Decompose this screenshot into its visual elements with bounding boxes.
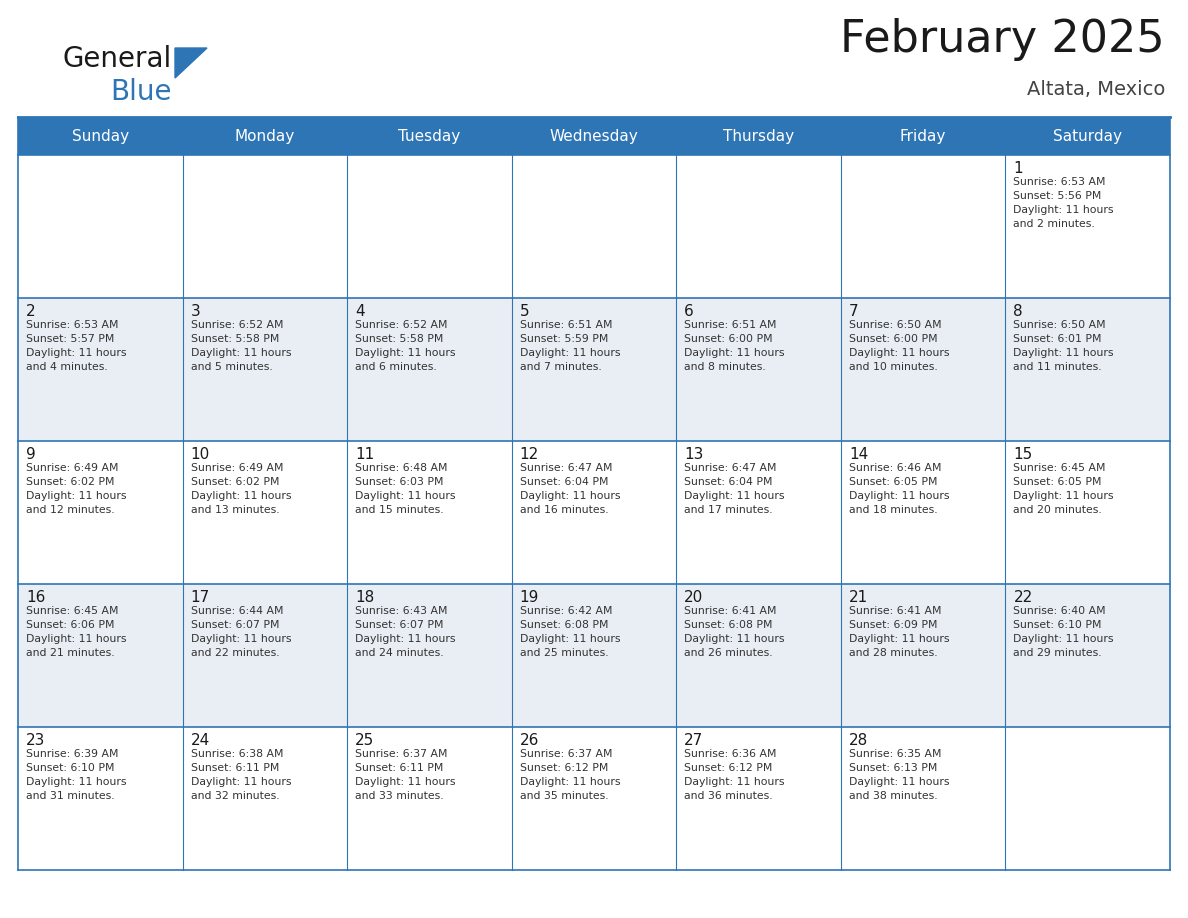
Text: 25: 25 — [355, 733, 374, 748]
Polygon shape — [175, 48, 207, 78]
Bar — [18, 441, 1170, 584]
Text: Sunrise: 6:46 AM
Sunset: 6:05 PM
Daylight: 11 hours
and 18 minutes.: Sunrise: 6:46 AM Sunset: 6:05 PM Dayligh… — [849, 463, 949, 515]
Bar — [18, 727, 1170, 870]
Text: Saturday: Saturday — [1054, 129, 1123, 143]
Text: Monday: Monday — [235, 129, 295, 143]
Text: Sunrise: 6:52 AM
Sunset: 5:58 PM
Daylight: 11 hours
and 6 minutes.: Sunrise: 6:52 AM Sunset: 5:58 PM Dayligh… — [355, 320, 456, 372]
Text: Sunday: Sunday — [71, 129, 128, 143]
Text: 12: 12 — [519, 447, 539, 462]
Text: Sunrise: 6:53 AM
Sunset: 5:57 PM
Daylight: 11 hours
and 4 minutes.: Sunrise: 6:53 AM Sunset: 5:57 PM Dayligh… — [26, 320, 126, 372]
Text: Sunrise: 6:38 AM
Sunset: 6:11 PM
Daylight: 11 hours
and 32 minutes.: Sunrise: 6:38 AM Sunset: 6:11 PM Dayligh… — [190, 749, 291, 801]
Text: Altata, Mexico: Altata, Mexico — [1026, 80, 1165, 99]
Text: 20: 20 — [684, 590, 703, 605]
Text: 15: 15 — [1013, 447, 1032, 462]
Text: 6: 6 — [684, 304, 694, 319]
Text: Sunrise: 6:51 AM
Sunset: 5:59 PM
Daylight: 11 hours
and 7 minutes.: Sunrise: 6:51 AM Sunset: 5:59 PM Dayligh… — [519, 320, 620, 372]
Text: Sunrise: 6:45 AM
Sunset: 6:05 PM
Daylight: 11 hours
and 20 minutes.: Sunrise: 6:45 AM Sunset: 6:05 PM Dayligh… — [1013, 463, 1114, 515]
Text: 8: 8 — [1013, 304, 1023, 319]
Text: Sunrise: 6:47 AM
Sunset: 6:04 PM
Daylight: 11 hours
and 16 minutes.: Sunrise: 6:47 AM Sunset: 6:04 PM Dayligh… — [519, 463, 620, 515]
Bar — [18, 298, 1170, 441]
Bar — [18, 155, 1170, 298]
Text: Thursday: Thursday — [723, 129, 794, 143]
Text: Sunrise: 6:44 AM
Sunset: 6:07 PM
Daylight: 11 hours
and 22 minutes.: Sunrise: 6:44 AM Sunset: 6:07 PM Dayligh… — [190, 606, 291, 658]
Text: Sunrise: 6:40 AM
Sunset: 6:10 PM
Daylight: 11 hours
and 29 minutes.: Sunrise: 6:40 AM Sunset: 6:10 PM Dayligh… — [1013, 606, 1114, 658]
Text: 17: 17 — [190, 590, 210, 605]
Text: General: General — [62, 45, 171, 73]
Text: Sunrise: 6:37 AM
Sunset: 6:11 PM
Daylight: 11 hours
and 33 minutes.: Sunrise: 6:37 AM Sunset: 6:11 PM Dayligh… — [355, 749, 456, 801]
Bar — [18, 584, 1170, 727]
Text: 7: 7 — [849, 304, 859, 319]
Text: 1: 1 — [1013, 161, 1023, 176]
Text: 27: 27 — [684, 733, 703, 748]
Text: Sunrise: 6:49 AM
Sunset: 6:02 PM
Daylight: 11 hours
and 13 minutes.: Sunrise: 6:49 AM Sunset: 6:02 PM Dayligh… — [190, 463, 291, 515]
Text: Sunrise: 6:48 AM
Sunset: 6:03 PM
Daylight: 11 hours
and 15 minutes.: Sunrise: 6:48 AM Sunset: 6:03 PM Dayligh… — [355, 463, 456, 515]
Text: Sunrise: 6:36 AM
Sunset: 6:12 PM
Daylight: 11 hours
and 36 minutes.: Sunrise: 6:36 AM Sunset: 6:12 PM Dayligh… — [684, 749, 785, 801]
Text: Sunrise: 6:39 AM
Sunset: 6:10 PM
Daylight: 11 hours
and 31 minutes.: Sunrise: 6:39 AM Sunset: 6:10 PM Dayligh… — [26, 749, 126, 801]
Text: 5: 5 — [519, 304, 530, 319]
Text: 28: 28 — [849, 733, 868, 748]
Text: 13: 13 — [684, 447, 703, 462]
Text: 14: 14 — [849, 447, 868, 462]
Text: 23: 23 — [26, 733, 45, 748]
Text: 22: 22 — [1013, 590, 1032, 605]
Text: 18: 18 — [355, 590, 374, 605]
Text: Sunrise: 6:42 AM
Sunset: 6:08 PM
Daylight: 11 hours
and 25 minutes.: Sunrise: 6:42 AM Sunset: 6:08 PM Dayligh… — [519, 606, 620, 658]
Text: Sunrise: 6:53 AM
Sunset: 5:56 PM
Daylight: 11 hours
and 2 minutes.: Sunrise: 6:53 AM Sunset: 5:56 PM Dayligh… — [1013, 177, 1114, 229]
Text: Blue: Blue — [110, 78, 171, 106]
Text: Sunrise: 6:47 AM
Sunset: 6:04 PM
Daylight: 11 hours
and 17 minutes.: Sunrise: 6:47 AM Sunset: 6:04 PM Dayligh… — [684, 463, 785, 515]
Text: 3: 3 — [190, 304, 201, 319]
Text: 21: 21 — [849, 590, 868, 605]
Text: Sunrise: 6:50 AM
Sunset: 6:01 PM
Daylight: 11 hours
and 11 minutes.: Sunrise: 6:50 AM Sunset: 6:01 PM Dayligh… — [1013, 320, 1114, 372]
Text: 9: 9 — [26, 447, 36, 462]
Text: 11: 11 — [355, 447, 374, 462]
Text: Sunrise: 6:49 AM
Sunset: 6:02 PM
Daylight: 11 hours
and 12 minutes.: Sunrise: 6:49 AM Sunset: 6:02 PM Dayligh… — [26, 463, 126, 515]
Text: Sunrise: 6:41 AM
Sunset: 6:09 PM
Daylight: 11 hours
and 28 minutes.: Sunrise: 6:41 AM Sunset: 6:09 PM Dayligh… — [849, 606, 949, 658]
Text: Sunrise: 6:37 AM
Sunset: 6:12 PM
Daylight: 11 hours
and 35 minutes.: Sunrise: 6:37 AM Sunset: 6:12 PM Dayligh… — [519, 749, 620, 801]
Text: 24: 24 — [190, 733, 210, 748]
Text: 19: 19 — [519, 590, 539, 605]
Bar — [18, 117, 1170, 155]
Text: 10: 10 — [190, 447, 210, 462]
Text: February 2025: February 2025 — [840, 18, 1165, 61]
Text: Sunrise: 6:41 AM
Sunset: 6:08 PM
Daylight: 11 hours
and 26 minutes.: Sunrise: 6:41 AM Sunset: 6:08 PM Dayligh… — [684, 606, 785, 658]
Text: Sunrise: 6:52 AM
Sunset: 5:58 PM
Daylight: 11 hours
and 5 minutes.: Sunrise: 6:52 AM Sunset: 5:58 PM Dayligh… — [190, 320, 291, 372]
Text: Sunrise: 6:45 AM
Sunset: 6:06 PM
Daylight: 11 hours
and 21 minutes.: Sunrise: 6:45 AM Sunset: 6:06 PM Dayligh… — [26, 606, 126, 658]
Text: 16: 16 — [26, 590, 45, 605]
Text: Sunrise: 6:43 AM
Sunset: 6:07 PM
Daylight: 11 hours
and 24 minutes.: Sunrise: 6:43 AM Sunset: 6:07 PM Dayligh… — [355, 606, 456, 658]
Text: 4: 4 — [355, 304, 365, 319]
Text: Sunrise: 6:51 AM
Sunset: 6:00 PM
Daylight: 11 hours
and 8 minutes.: Sunrise: 6:51 AM Sunset: 6:00 PM Dayligh… — [684, 320, 785, 372]
Text: Sunrise: 6:50 AM
Sunset: 6:00 PM
Daylight: 11 hours
and 10 minutes.: Sunrise: 6:50 AM Sunset: 6:00 PM Dayligh… — [849, 320, 949, 372]
Text: Friday: Friday — [901, 129, 947, 143]
Text: Sunrise: 6:35 AM
Sunset: 6:13 PM
Daylight: 11 hours
and 38 minutes.: Sunrise: 6:35 AM Sunset: 6:13 PM Dayligh… — [849, 749, 949, 801]
Text: 26: 26 — [519, 733, 539, 748]
Text: Tuesday: Tuesday — [398, 129, 461, 143]
Text: Wednesday: Wednesday — [550, 129, 638, 143]
Text: 2: 2 — [26, 304, 36, 319]
